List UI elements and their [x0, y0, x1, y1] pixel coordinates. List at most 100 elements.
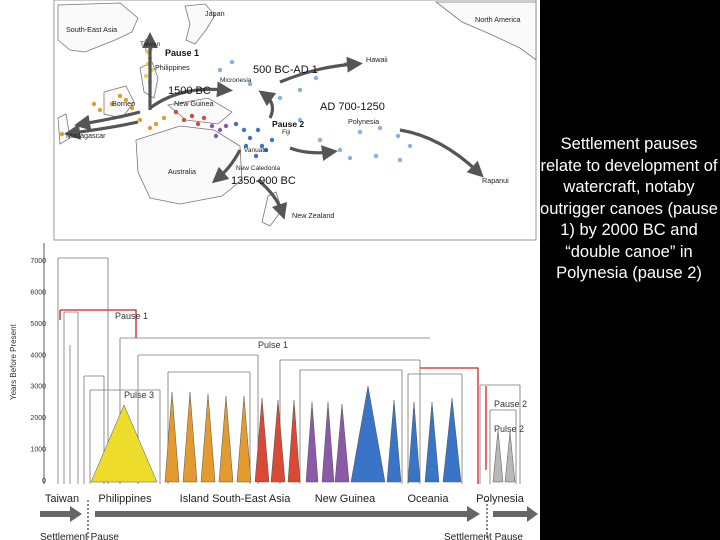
clade-isea-2 — [182, 391, 198, 483]
label-micronesia: Micronesia — [220, 77, 252, 84]
date-1500bc: 1500 BC — [168, 85, 211, 97]
arrow-head-left — [70, 506, 82, 522]
caption-text: Settlement pauses relate to development … — [540, 135, 718, 282]
clade-ng-purple-3 — [334, 403, 350, 483]
tree-label-pulse2: Pulse 2 — [494, 424, 524, 434]
group-polynesia: Polynesia — [476, 493, 525, 505]
branch-polynesia — [479, 384, 521, 484]
branch-polynesia-2 — [489, 409, 517, 484]
label-philippines: Philippines — [155, 63, 190, 72]
figure-svg: Japan South-East Asia North America Taiw… — [9, 0, 538, 540]
settlement-dot — [161, 115, 167, 121]
settlement-dot — [243, 143, 249, 149]
settlement-dot — [269, 137, 275, 143]
y-tick-label: 3000 — [30, 384, 46, 391]
asia-mainland — [57, 2, 139, 53]
clade-polynesia-2 — [504, 431, 516, 483]
arrow-madagascar — [64, 120, 139, 140]
clade-ng-purple-1 — [305, 401, 319, 483]
settlement-dot — [277, 95, 283, 101]
settlement-dot — [143, 73, 149, 79]
tree-label-pulse1: Pulse 1 — [258, 340, 288, 350]
label-japan: Japan — [205, 9, 225, 18]
borneo-land — [103, 85, 135, 119]
branch-taiwan-2 — [69, 345, 105, 484]
settlement-dot — [123, 97, 129, 103]
settlement-dot — [259, 143, 265, 149]
settlement-pause-left: Settlement Pause — [40, 532, 119, 540]
arrow-bar-middle — [95, 511, 467, 517]
group-oceania: Oceania — [408, 493, 450, 505]
label-australia: Australia — [168, 167, 196, 176]
tree-label-pause2: Pause 2 — [494, 399, 527, 409]
japan-land — [184, 3, 216, 45]
settlement-dot — [91, 101, 97, 107]
label-polynesia: Polynesia — [348, 117, 379, 126]
label-rapanui: Rapanui — [482, 176, 509, 185]
settlement-dot — [373, 153, 379, 159]
tree-label-pause1: Pause 1 — [115, 311, 148, 321]
y-tick-label: 7000 — [30, 258, 46, 265]
bottom-arrows — [40, 500, 538, 540]
settlement-dot — [137, 117, 143, 123]
arrow-micronesia — [149, 81, 233, 110]
y-tick-label: 4000 — [30, 352, 46, 359]
arrow-rapanui — [399, 128, 484, 178]
clade-isea-4 — [218, 395, 234, 483]
date-ad700-1250: AD 700-1250 — [320, 101, 385, 113]
y-tick-label: 5000 — [30, 321, 46, 328]
settlement-dot — [377, 125, 383, 131]
tree-y-axis-label: Years Before Present — [9, 323, 18, 400]
arrow-bar-right — [493, 511, 527, 517]
clade-oceania-1 — [350, 385, 386, 483]
settlement-dot — [213, 133, 219, 139]
settlement-dot — [147, 125, 153, 131]
figure-panel: Japan South-East Asia North America Taiw… — [0, 0, 540, 540]
settlement-dot — [229, 59, 235, 65]
label-north-america: North America — [475, 15, 521, 24]
label-southeast-asia: South-East Asia — [66, 25, 117, 34]
settlement-dot — [223, 123, 229, 129]
settlement-dot — [407, 143, 413, 149]
map-frame — [53, 0, 537, 241]
group-philippines: Philippines — [98, 493, 152, 505]
group-taiwan: Taiwan — [45, 493, 79, 505]
clade-triangles — [90, 385, 516, 483]
pause-markers — [59, 309, 487, 484]
clade-ng-purple-2 — [321, 401, 335, 483]
settlement-pause-right: Settlement Pause — [444, 532, 523, 540]
label-new-zealand: New Zealand — [292, 211, 334, 220]
label-taiwan: Taiwan — [140, 41, 161, 48]
settlement-dot — [247, 81, 253, 87]
arrow-hawaii — [279, 56, 363, 84]
clade-polynesia-1 — [492, 429, 504, 483]
settlement-dot — [347, 155, 353, 161]
settlement-dot — [217, 67, 223, 73]
settlement-dot — [263, 147, 269, 153]
settlement-dot — [357, 129, 363, 135]
branch-ng-2 — [299, 369, 403, 484]
settlement-dot — [297, 87, 303, 93]
australia-land — [135, 125, 243, 205]
y-tick-label: 2000 — [30, 415, 46, 422]
branch-taiwan — [63, 311, 79, 484]
y-tick-label: 6000 — [30, 289, 46, 296]
branch-root — [57, 257, 109, 484]
settlement-dot — [337, 147, 343, 153]
label-fiji: Fiji — [282, 129, 290, 136]
arrow-new-zealand — [256, 178, 288, 220]
settlement-dot — [313, 75, 319, 81]
settlement-dot — [129, 105, 135, 111]
arrow-head-middle — [467, 506, 480, 522]
label-map-pause1: Pause 1 — [165, 48, 199, 58]
settlement-dot — [247, 135, 253, 141]
settlement-dot — [181, 117, 187, 123]
map: Japan South-East Asia North America Taiw… — [53, 0, 537, 241]
clade-isea-1 — [164, 391, 180, 483]
clade-ng-red-1 — [254, 397, 270, 483]
settlement-dot — [153, 121, 159, 127]
label-vanuatu: Vanuatu — [244, 147, 268, 154]
clade-oceania-2 — [386, 399, 402, 483]
arrow-north-ng — [258, 90, 277, 119]
settlement-dot — [117, 93, 123, 99]
